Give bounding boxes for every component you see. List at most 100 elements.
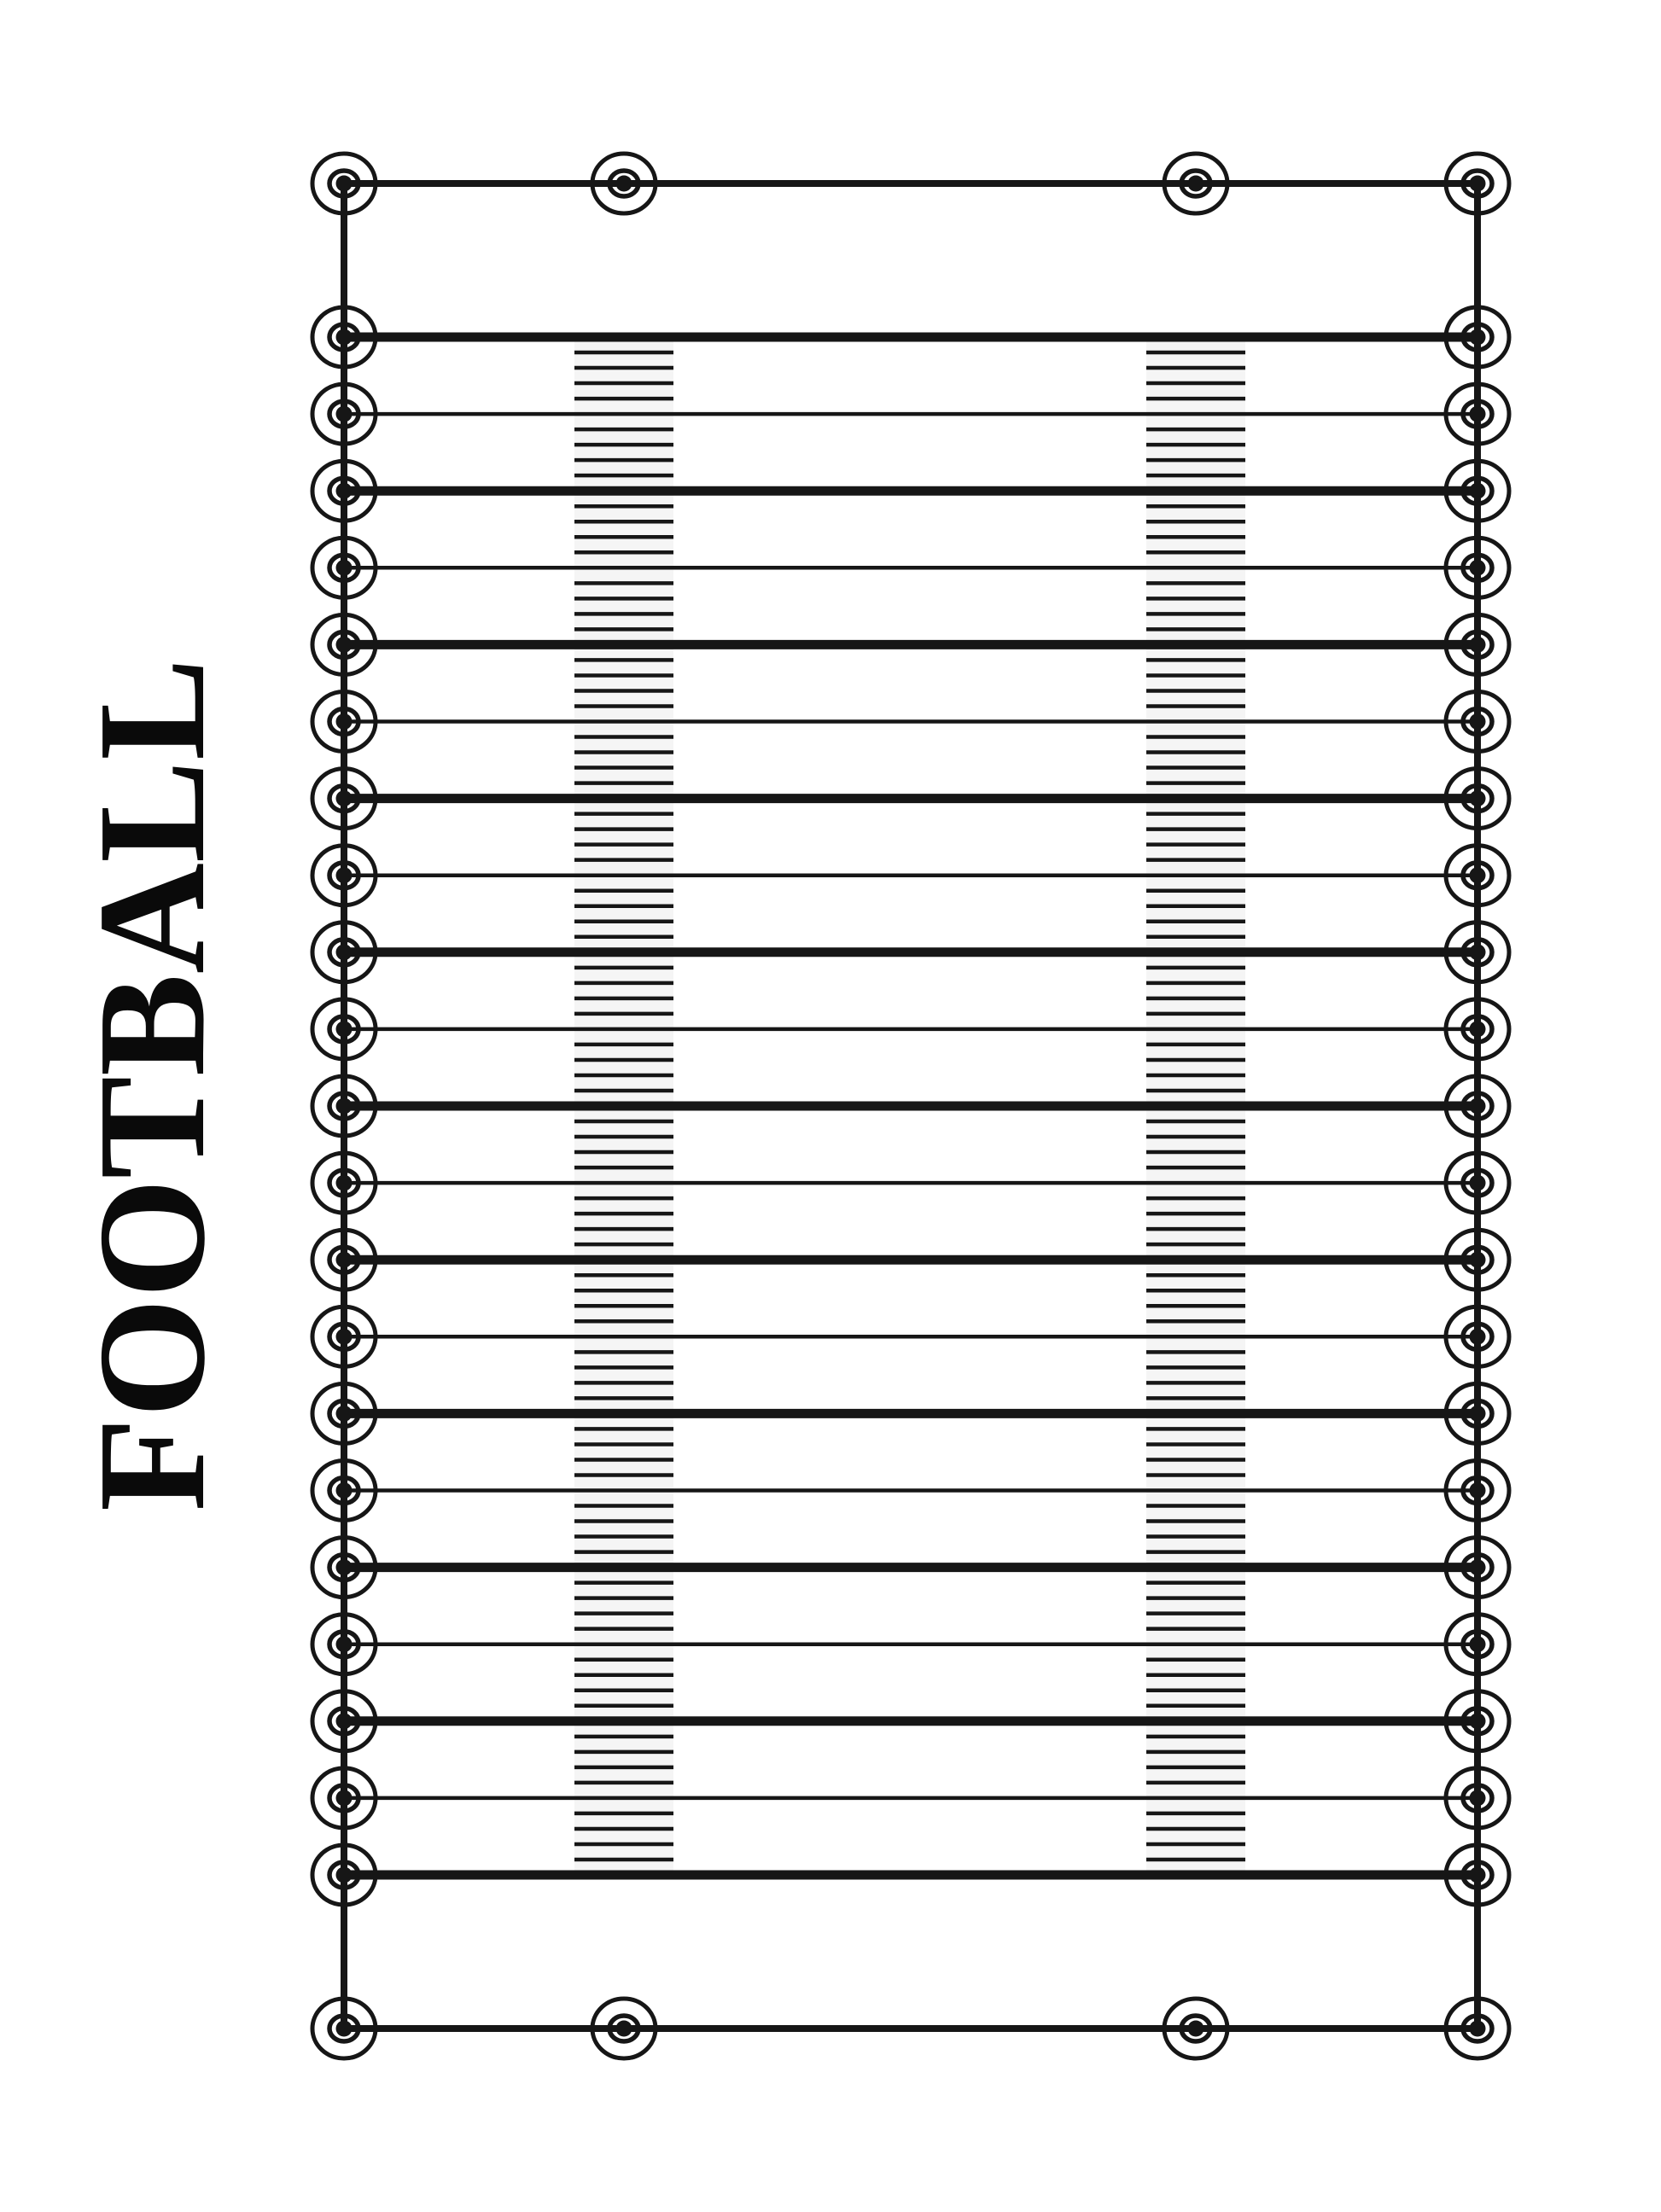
grommet-icon — [1460, 399, 1495, 429]
grommet-icon — [1460, 552, 1495, 584]
grommet-icon — [1469, 1021, 1486, 1038]
grommet-icon — [335, 944, 353, 961]
grommet-icon — [1460, 1014, 1495, 1045]
grommet-icon — [1469, 867, 1486, 884]
grommet-icon — [1443, 766, 1512, 831]
grommet-icon — [327, 783, 361, 814]
grommet-icon — [1443, 1304, 1512, 1369]
grommet-icon — [1443, 1227, 1512, 1292]
grommet-icon — [1460, 1628, 1495, 1660]
grommet-icon — [327, 1321, 361, 1353]
grommet-icon — [615, 2020, 632, 2037]
grommet-icon — [1460, 475, 1495, 506]
grommet-icon — [1469, 482, 1486, 499]
grommet-icon — [310, 1766, 378, 1831]
grommet-icon — [1443, 1381, 1512, 1446]
grommet-icon — [327, 1475, 361, 1506]
grommet-icon — [1443, 381, 1512, 446]
grommet-icon — [335, 2020, 353, 2037]
grommet-icon — [327, 1551, 361, 1583]
grommet-icon — [327, 552, 361, 584]
grommet-icon — [310, 1612, 378, 1677]
grommet-icon — [335, 713, 353, 730]
grommet-icon — [1443, 612, 1512, 677]
grommet-icon — [310, 1227, 378, 1292]
grommet-icon — [335, 1866, 353, 1883]
grommet-icon — [310, 843, 378, 908]
grommet-icon — [1469, 1097, 1486, 1115]
grommet-icon — [335, 329, 353, 346]
grommet-icon — [1460, 168, 1495, 199]
grommet-icon — [1443, 1612, 1512, 1677]
grommet-icon — [1460, 1551, 1495, 1583]
grommet-icon — [327, 859, 361, 891]
grommet-icon — [310, 920, 378, 985]
grommet-icon — [335, 1021, 353, 1038]
grommet-icon — [1469, 1251, 1486, 1268]
grommet-icon — [335, 405, 353, 422]
grommet-icon — [1443, 690, 1512, 754]
grommet-icon — [327, 629, 361, 661]
grommet-icon — [590, 1996, 658, 2061]
grommet-icon — [1179, 2013, 1213, 2044]
grommet-icon — [335, 1713, 353, 1730]
grommet-icon — [1460, 1860, 1495, 1890]
grommet-icon — [327, 322, 361, 352]
grommet-icon — [1443, 1150, 1512, 1215]
grommet-icon — [335, 1482, 353, 1499]
grommet-icon — [615, 175, 632, 192]
grommet-icon — [335, 1559, 353, 1576]
grommet-icon — [310, 1074, 378, 1138]
grommet-icon — [335, 867, 353, 884]
grommet-icon — [1460, 2013, 1495, 2044]
grommet-icon — [327, 1014, 361, 1045]
grommet-icon — [310, 1458, 378, 1522]
grommet-icon — [607, 168, 641, 199]
grommet-icon — [1187, 2020, 1204, 2037]
grommet-icon — [327, 937, 361, 968]
grommet-icon — [1443, 1074, 1512, 1138]
grommet-icon — [335, 559, 353, 576]
grommet-icon — [1162, 151, 1230, 216]
grommet-icon — [335, 1636, 353, 1653]
grommet-icon — [1469, 559, 1486, 576]
grommet-icon — [1443, 1535, 1512, 1600]
grommet-icon — [1469, 790, 1486, 807]
grommet-icon — [335, 482, 353, 499]
grommet-icon — [310, 151, 378, 216]
grommet-icon — [1460, 1783, 1495, 1813]
grommet-icon — [1443, 535, 1512, 600]
grommet-icon — [1460, 1091, 1495, 1121]
grommet-icon — [327, 706, 361, 737]
grommet-icon — [1469, 1174, 1486, 1191]
grommet-icon — [335, 1328, 353, 1345]
grommet-icon — [1443, 920, 1512, 985]
grommet-icon — [310, 612, 378, 677]
grommet-icon — [327, 399, 361, 429]
grommet-icon — [1460, 629, 1495, 661]
grommet-icon — [1460, 783, 1495, 814]
grommet-icon — [310, 1842, 378, 1907]
grommet-icon — [1460, 1706, 1495, 1737]
grommet-icon — [1187, 175, 1204, 192]
grommet-icon — [327, 1860, 361, 1890]
grommet-icon — [1443, 997, 1512, 1062]
grommet-icon — [1469, 405, 1486, 422]
grommet-icon — [327, 1783, 361, 1813]
grommet-icon — [335, 1790, 353, 1807]
grommet-icon — [1179, 168, 1213, 199]
grommet-icon — [1460, 706, 1495, 737]
grommet-icon — [335, 1405, 353, 1422]
grommet-icon — [1162, 1996, 1230, 2061]
grommet-icon — [335, 636, 353, 653]
grommet-icon — [1469, 1559, 1486, 1576]
grommet-icon — [1469, 1405, 1486, 1422]
grommet-icon — [310, 1535, 378, 1600]
grommet-icon — [335, 1251, 353, 1268]
grommet-icon — [1469, 1328, 1486, 1345]
grommet-icon — [1443, 458, 1512, 523]
grommet-icon — [327, 168, 361, 199]
grommet-icon — [310, 997, 378, 1062]
